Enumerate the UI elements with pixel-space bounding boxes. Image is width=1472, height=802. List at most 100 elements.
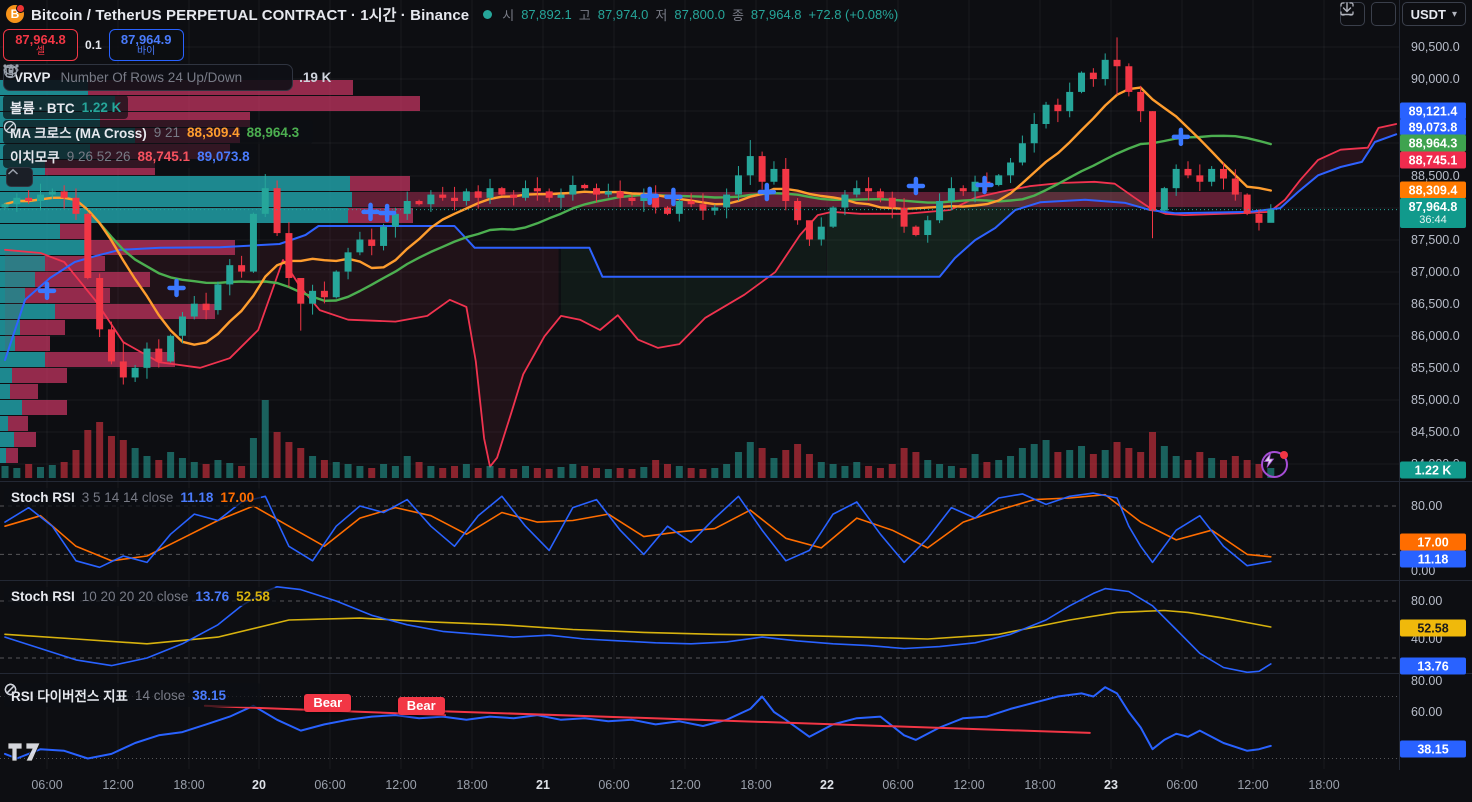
price-tick-label: 60.00 (1411, 705, 1443, 719)
time-tick-label: 12:00 (385, 778, 417, 792)
volume-name: 볼륨 · BTC (10, 101, 75, 116)
time-tick-day-label: 20 (252, 778, 266, 792)
price-tick-label: 80.00 (1411, 499, 1443, 513)
ichimoku-blue-value: 89,073.8 (197, 148, 250, 164)
ma-fast-value: 88,309.4 (187, 124, 240, 140)
bear-divergence-label: Bear (397, 696, 445, 715)
current-price-badge: 87,964.8 36:44 (1400, 198, 1466, 228)
chart-canvas[interactable] (0, 0, 1400, 770)
quick-trade-button[interactable] (1261, 451, 1288, 478)
buy-price: 87,964.9 (120, 31, 172, 47)
sell-button[interactable]: 87,964.8 셀 (3, 29, 78, 61)
ichimoku-red-value: 88,745.1 (137, 148, 191, 164)
price-badge: 88,964.3 (1400, 134, 1466, 152)
vrvp-tail-value: .19 K (299, 70, 332, 85)
low-value: 87,800.0 (674, 6, 725, 22)
price-tick-label: 85,000.0 (1411, 393, 1460, 407)
legend-ichimoku[interactable]: 이치모쿠 9 26 52 26 88,745.1 89,073.8 (3, 144, 257, 168)
fullscreen-button[interactable] (1339, 2, 1396, 26)
time-tick-label: 12:00 (102, 778, 134, 792)
buy-button[interactable]: 87,964.9 바이 (108, 29, 184, 61)
time-tick-label: 18:00 (173, 778, 205, 792)
buy-label: 바이 (136, 45, 156, 57)
time-tick-day-label: 23 (1104, 778, 1118, 792)
change-value: +72.8 (+0.08%) (808, 6, 899, 22)
rsi-div-params: 14 close (134, 687, 186, 703)
price-tick-label: 90,000.0 (1411, 72, 1460, 86)
time-axis[interactable]: 06:00 12:00 18:00 20 06:00 12:00 18:00 21 06:00 1… (0, 770, 1472, 802)
lightning-icon (1263, 453, 1275, 468)
sell-label: 셀 (35, 45, 46, 57)
chart-header: B Bitcoin / TetherUS PERPETUAL CONTRACT … (0, 0, 1472, 28)
stoch2-params: 10 20 20 20 close (81, 589, 189, 604)
ichimoku-name: 이치모쿠 (10, 150, 60, 165)
bear-divergence-label: Bear (304, 694, 352, 713)
ma-slow-value: 88,964.3 (246, 124, 300, 140)
pane-separator[interactable] (0, 580, 1472, 581)
stoch1-params: 3 5 14 14 close (81, 490, 174, 505)
price-tick-label: 87,000.0 (1411, 265, 1460, 279)
candles (1, 37, 1275, 385)
pane-separator[interactable] (0, 673, 1472, 674)
legend-stoch-rsi-1[interactable]: Stoch RSI 3 5 14 14 close 11.18 17.00 (4, 488, 262, 507)
open-value: 87,892.1 (521, 6, 572, 22)
time-tick-label: 12:00 (1237, 778, 1269, 792)
vrvp-params: Number Of Rows 24 Up/Down (60, 70, 243, 85)
price-badge: 13.76 (1400, 657, 1466, 675)
collapse-legends-button[interactable] (6, 167, 33, 187)
ma-lines (3, 86, 1273, 346)
price-badge: 11.18 (1400, 550, 1466, 568)
legend-volume[interactable]: 볼륨 · BTC 1.22 K (3, 95, 129, 119)
stoch2-name: Stoch RSI (11, 589, 75, 604)
price-tick-label: 86,000.0 (1411, 329, 1460, 343)
close-value: 87,964.8 (750, 6, 802, 22)
market-status-dot-icon[interactable] (483, 9, 493, 19)
ma-cross-params: 9 21 (153, 124, 181, 140)
currency-selector[interactable]: USDT ▾ (1401, 2, 1466, 26)
legend-ma-cross[interactable]: MA 크로스 (MA Cross) 9 21 88,309.4 88,964.3 (3, 120, 314, 144)
currency-value: USDT (1410, 6, 1446, 22)
time-tick-label: 18:00 (1308, 778, 1340, 792)
time-tick-label: 12:00 (669, 778, 701, 792)
stoch-rsi-1-plot (4, 492, 1272, 569)
fullscreen-icon (1339, 2, 1354, 16)
time-tick-label: 12:00 (953, 778, 985, 792)
stoch2-d-value: 52.58 (236, 589, 270, 604)
symbol-title[interactable]: Bitcoin / TetherUS PERPETUAL CONTRACT · … (31, 6, 470, 24)
ohlc-readout: 시 87,892.1 고 87,974.0 저 87,800.0 종 87,964.8 … (502, 5, 898, 24)
sell-price: 87,964.8 (15, 31, 66, 47)
vrvp-legend-box[interactable]: VRVP Number Of Rows 24 Up/Down (3, 64, 294, 91)
price-badge: 52.58 (1400, 619, 1466, 637)
volume-value: 1.22 K (81, 99, 122, 115)
time-tick-day-label: 21 (536, 778, 550, 792)
price-badge: 38.15 (1400, 740, 1466, 758)
legend-rsi-divergence[interactable]: RSI 다이버전스 지표 14 close 38.15 (4, 683, 262, 707)
ichimoku-cloud (4, 123, 1398, 468)
legend-stoch-rsi-2[interactable]: Stoch RSI 10 20 20 20 close 13.76 52.58 (4, 587, 277, 606)
stoch2-k-value: 13.76 (195, 589, 230, 604)
price-badge: 89,073.8 (1400, 118, 1466, 136)
price-tick-label: 0.00 (1411, 564, 1436, 578)
time-tick-label: 06:00 (882, 778, 914, 792)
time-tick-label: 18:00 (456, 778, 488, 792)
price-tick-label: 87,500.0 (1411, 233, 1460, 247)
price-axis-separator[interactable] (1399, 0, 1400, 770)
chevron-down-icon: ▾ (1451, 8, 1457, 20)
bar-countdown: 36:44 (1419, 214, 1447, 226)
open-label: 시 (502, 7, 515, 23)
time-tick-label: 18:00 (1024, 778, 1056, 792)
volume-bars (1, 400, 1275, 478)
time-tick-label: 06:00 (314, 778, 346, 792)
ma-cross-name: MA 크로스 (MA Cross) (10, 126, 147, 141)
price-tick-label: 90,500.0 (1411, 40, 1460, 54)
price-tick-label: 88,500.0 (1411, 169, 1460, 183)
stoch1-k-value: 11.18 (180, 490, 214, 505)
rsi-div-name: RSI 다이버전스 지표 (11, 689, 128, 704)
bitcoin-logo-icon: B (6, 4, 25, 23)
price-badge: 89,121.4 (1400, 102, 1466, 120)
price-tick-label: 86,500.0 (1411, 297, 1460, 311)
legend-vrvp: VRVP Number Of Rows 24 Up/Down .19 K (3, 64, 331, 91)
time-tick-label: 06:00 (598, 778, 630, 792)
pane-separator[interactable] (0, 481, 1472, 482)
